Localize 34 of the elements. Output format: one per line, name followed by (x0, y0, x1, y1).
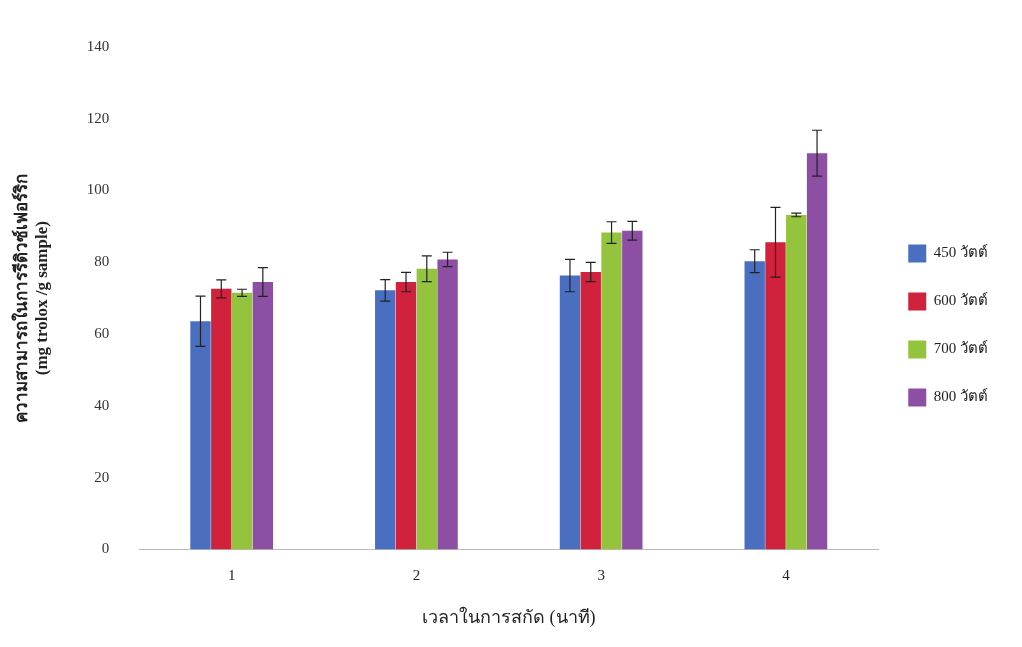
bar (190, 321, 211, 550)
legend-label: 600 วัตต์ (933, 292, 988, 309)
bar (211, 288, 232, 550)
bar (580, 272, 601, 550)
y-tick-label: 140 (86, 37, 110, 54)
bar (395, 282, 417, 550)
x-tick-label: 4 (782, 567, 791, 584)
x-tick-label: 3 (597, 567, 605, 584)
x-axis-title: เวลาในการสกัด (นาที) (422, 605, 596, 628)
bar (601, 232, 622, 550)
bar (622, 230, 643, 550)
bar (231, 292, 253, 550)
x-tick-label: 2 (412, 567, 421, 584)
legend-label: 450 วัตต์ (933, 244, 988, 261)
bar (252, 282, 274, 550)
y-tick-label: 60 (94, 325, 110, 342)
bar (765, 242, 786, 550)
y-tick-label: 20 (94, 468, 110, 485)
y-axis-title: ความสามารถในการรีดิวซ์เฟอร์ริก (mg trolox /g sample) (10, 173, 51, 423)
bar (744, 261, 765, 550)
bar (375, 290, 396, 550)
y-tick-label: 0 (101, 540, 110, 557)
bar (806, 153, 828, 550)
y-tick-label: 80 (94, 253, 110, 270)
legend-label: 700 วัตต์ (933, 340, 988, 357)
y-tick-label: 120 (86, 109, 110, 126)
x-tick-label: 1 (227, 567, 236, 584)
y-tick-label: 40 (94, 396, 110, 413)
bar (559, 275, 581, 550)
y-tick-label: 100 (86, 181, 110, 198)
bar (786, 214, 807, 550)
bar (416, 268, 437, 550)
bar (437, 259, 458, 550)
legend-label: 800 วัตต์ (933, 388, 988, 405)
